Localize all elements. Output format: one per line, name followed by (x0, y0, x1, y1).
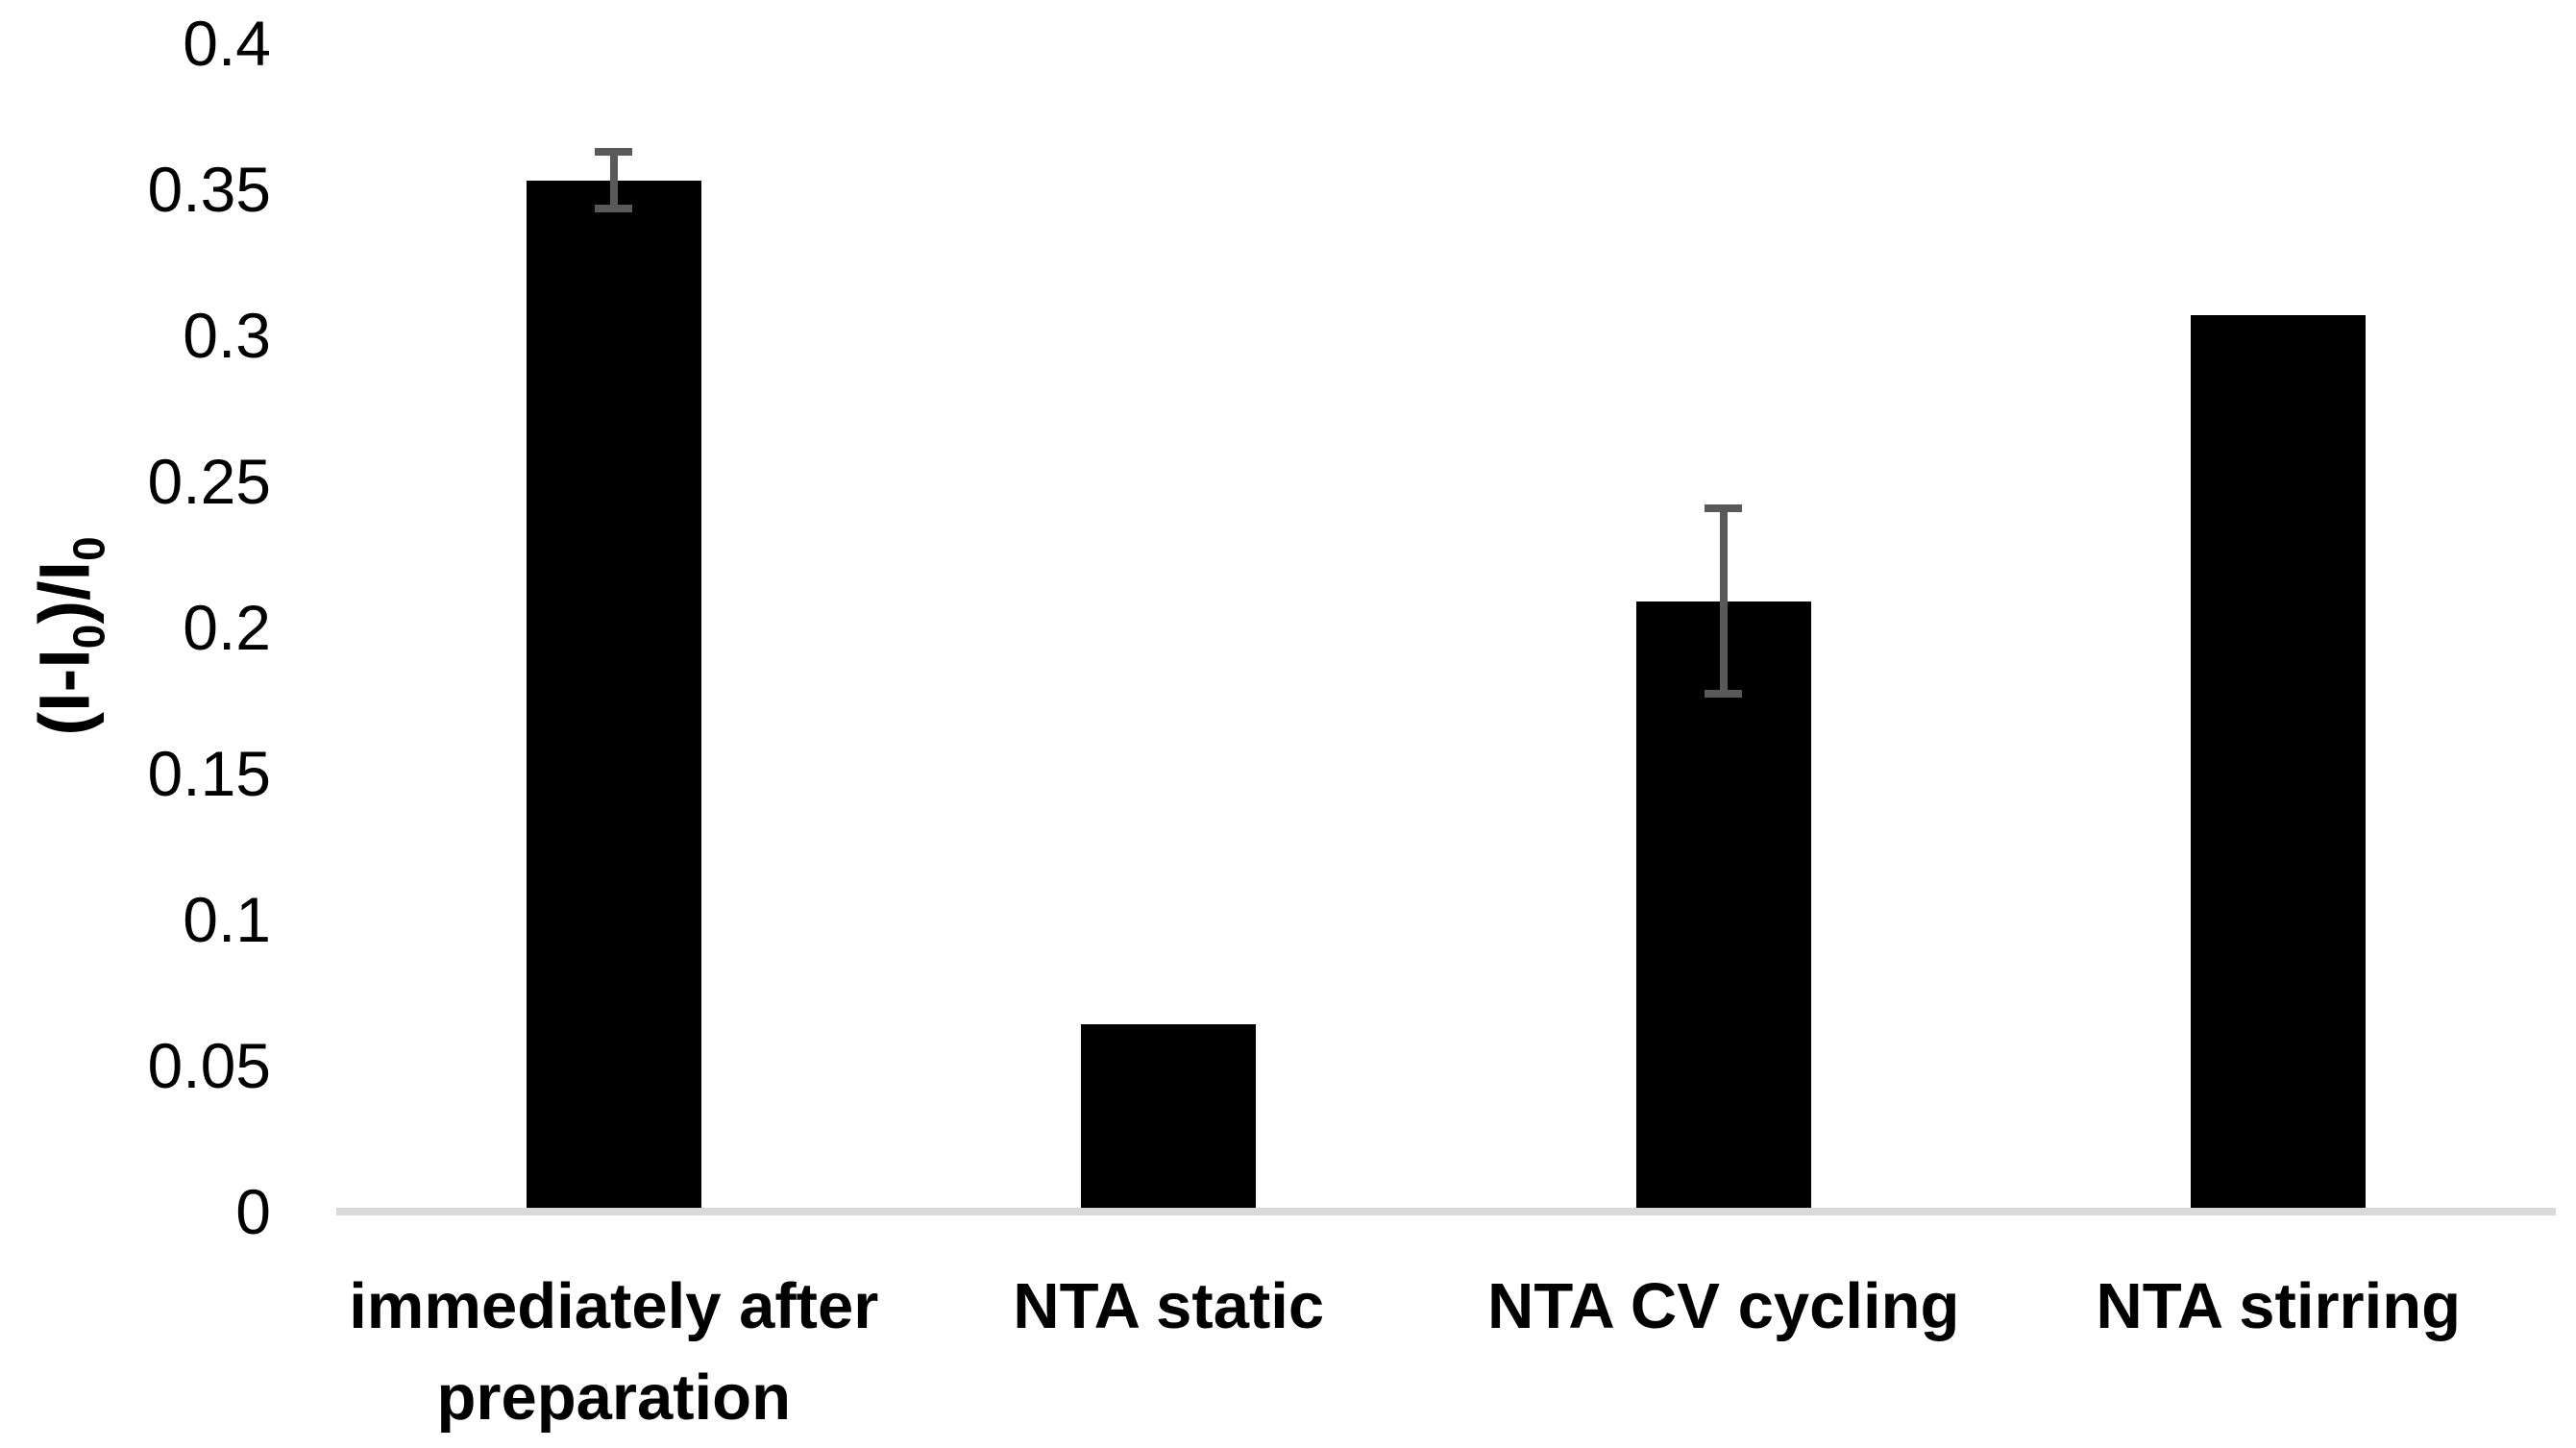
error-bar-top-cap-immediately-after-preparation (595, 148, 633, 157)
bar-nta-cv-cycling (1635, 601, 1811, 1208)
y-axis-title-subscript: 0 (63, 536, 114, 561)
error-bar-bottom-cap-immediately-after-preparation (595, 205, 633, 213)
error-bar-line-immediately-after-preparation (609, 148, 618, 213)
bar-immediately-after-preparation (526, 180, 701, 1208)
y-tick-label-0-25: 0.25 (147, 446, 271, 517)
y-tick-label-0-35: 0.35 (147, 154, 271, 225)
y-axis-title-text: (I-I (24, 649, 105, 736)
bar-nta-static (1081, 1024, 1257, 1208)
y-tick-label-0-3: 0.3 (183, 300, 271, 371)
x-category-label-nta-static: NTA static (1013, 1270, 1325, 1342)
x-axis-line (336, 1208, 2556, 1215)
error-bar-bottom-cap-nta-cv-cycling (1705, 689, 1743, 698)
error-bar-line-nta-cv-cycling (1719, 504, 1728, 698)
y-tick-label-0-15: 0.15 (147, 738, 271, 809)
y-tick-label-0-4: 0.4 (183, 8, 271, 79)
y-tick-label-0-1: 0.1 (183, 884, 271, 955)
y-tick-label-0: 0 (235, 1176, 271, 1247)
bar-nta-stirring (2191, 314, 2367, 1208)
x-category-label-nta-cv-cycling: NTA CV cycling (1487, 1270, 1960, 1342)
x-category-label-nta-stirring: NTA stirring (2096, 1270, 2462, 1342)
y-tick-label-0-2: 0.2 (183, 592, 271, 663)
error-bar-top-cap-nta-cv-cycling (1705, 504, 1743, 513)
y-tick-label-0-05: 0.05 (147, 1030, 271, 1101)
x-category-label-immediately-after-preparation: immediately after preparation (349, 1270, 879, 1434)
